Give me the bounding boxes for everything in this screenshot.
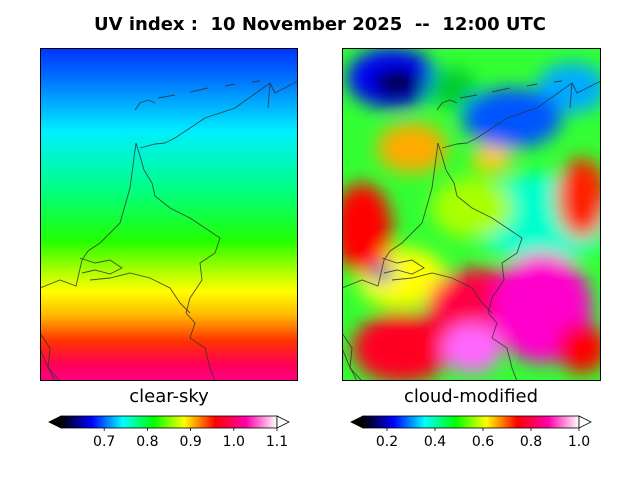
- cloud-modified-colorbar-tick-label: 0.6: [471, 434, 495, 450]
- clear-sky-colorbar: [48, 415, 290, 431]
- clear-sky-field: [40, 48, 298, 381]
- cloud-modified-colorbar-min-extend: [350, 415, 364, 429]
- clear-sky-colorbar-tick-label: 0.7: [93, 434, 116, 450]
- clear-sky-map: [39, 48, 299, 382]
- cloud-modified-colorbar-max-extend: [578, 415, 592, 429]
- cloud-modified-colorbar: [350, 415, 592, 431]
- clear-sky-colorbar-tick-label: 1.1: [265, 434, 289, 450]
- clear-sky-colorbar-min-extend: [48, 415, 62, 429]
- cloud-modified-label: cloud-modified: [403, 386, 539, 407]
- cloud-modified-colorbar-tick-label: 0.8: [519, 434, 543, 450]
- cloud-modified-colorbar-tick-label: 1.0: [567, 434, 591, 450]
- clear-sky-colorbar-tick-label: 0.8: [136, 434, 159, 450]
- coastline-left: [39, 80, 299, 382]
- map-title: UV index : 10 November 2025 -- 12:00 UTC: [94, 14, 546, 35]
- clear-sky-colorbar-bar: [60, 415, 278, 429]
- cloud-modified-frame: [342, 48, 601, 381]
- cloud-modified-map: [342, 48, 601, 381]
- clear-sky-colorbar-tick-label: 0.9: [179, 434, 202, 450]
- cloud-modified-colorbar-bar: [362, 415, 580, 429]
- clear-sky-colorbar-tick-label: 1.0: [222, 434, 245, 450]
- clear-sky-colorbar-max-extend: [276, 415, 290, 429]
- clear-sky-label: clear-sky: [129, 386, 209, 407]
- coastline-right: [342, 80, 601, 381]
- cloud-modified-colorbar-tick-label: 0.4: [423, 434, 447, 450]
- cloud-modified-colorbar-tick-label: 0.2: [375, 434, 399, 450]
- clear-sky-frame: [40, 48, 298, 381]
